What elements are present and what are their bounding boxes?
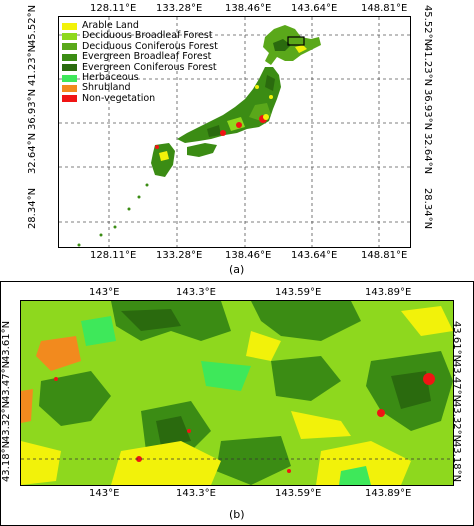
panel-a-right-tick: 36.93°N bbox=[422, 88, 434, 131]
panel-b-top-tick: 143.3°E bbox=[176, 287, 216, 298]
legend-item: Herbaceous bbox=[62, 71, 218, 83]
panel-b-bottom-tick: 143.3°E bbox=[176, 488, 216, 499]
legend: Arable Land Deciduous Broadleaf Forest D… bbox=[62, 20, 218, 104]
legend-label: Shrubland bbox=[82, 82, 131, 94]
legend-item: Shrubland bbox=[62, 82, 218, 94]
panel-b-left-tick: 43.32°N bbox=[1, 400, 13, 443]
shikoku-island bbox=[187, 143, 217, 157]
legend-item: Evergreen Coniferous Forest bbox=[62, 61, 218, 73]
legend-swatch bbox=[62, 53, 77, 61]
panel-a-left-tick: 41.23°N bbox=[27, 44, 39, 87]
legend-label: Deciduous Broadleaf Forest bbox=[82, 30, 213, 42]
panel-a-bottom-tick: 143.64°E bbox=[291, 250, 338, 261]
panel-b-map-frame bbox=[20, 300, 454, 486]
panel-a-right-tick: 32.64°N bbox=[422, 132, 434, 175]
panel-b-top-tick: 143.59°E bbox=[275, 287, 322, 298]
panel-b-left-tick: 43.18°N bbox=[1, 440, 13, 483]
legend-label: Herbaceous bbox=[82, 71, 139, 83]
panel-a-caption: (a) bbox=[229, 263, 245, 276]
panel-a-left-tick: 36.93°N bbox=[27, 88, 39, 131]
legend-swatch bbox=[62, 74, 77, 82]
panel-a-top-tick: 138.46°E bbox=[225, 3, 272, 14]
study-area-box bbox=[287, 36, 305, 46]
panel-b-left-tick: 43.47°N bbox=[1, 360, 13, 403]
legend-label: Non-vegetation bbox=[82, 92, 156, 104]
panel-b-top-tick: 143.89°E bbox=[365, 287, 412, 298]
panel-a-left-tick: 28.34°N bbox=[27, 187, 39, 230]
panel-a-right-tick: 28.34°N bbox=[422, 187, 434, 230]
panel-a-top-tick: 148.81°E bbox=[361, 3, 408, 14]
panel-a-bottom-tick: 148.81°E bbox=[361, 250, 408, 261]
legend-item: Deciduous Broadleaf Forest bbox=[62, 30, 218, 42]
panel-a-top-tick: 128.11°E bbox=[90, 3, 137, 14]
panel-b-caption: (b) bbox=[229, 508, 245, 521]
honshu-island bbox=[177, 67, 281, 143]
legend-swatch bbox=[62, 43, 77, 51]
japan-landcover-map bbox=[59, 17, 410, 247]
legend-label: Evergreen Broadleaf Forest bbox=[82, 51, 212, 63]
legend-swatch bbox=[62, 95, 77, 103]
panel-a-right-tick: 41.23°N bbox=[422, 44, 434, 87]
panel-a-map-frame: Arable Land Deciduous Broadleaf Forest D… bbox=[58, 16, 411, 248]
panel-a-bottom-tick: 138.46°E bbox=[225, 250, 272, 261]
panel-b-bottom-tick: 143.89°E bbox=[365, 488, 412, 499]
panel-b-bottom-tick: 143.59°E bbox=[275, 488, 322, 499]
panel-a-right-tick: 45.52°N bbox=[422, 4, 434, 47]
legend-label: Evergreen Coniferous Forest bbox=[82, 61, 217, 73]
legend-label: Deciduous Coniferous Forest bbox=[82, 40, 218, 52]
hokkaido-detail-landcover-map bbox=[21, 301, 453, 485]
legend-item: Evergreen Broadleaf Forest bbox=[62, 51, 218, 63]
panel-b-bottom-tick: 143°E bbox=[89, 488, 120, 499]
legend-swatch bbox=[62, 85, 77, 93]
panel-a-left-tick: 45.52°N bbox=[27, 4, 39, 47]
legend-swatch bbox=[62, 64, 77, 72]
legend-item: Deciduous Coniferous Forest bbox=[62, 40, 218, 52]
legend-item: Arable Land bbox=[62, 20, 218, 31]
panel-a-top-tick: 133.28°E bbox=[156, 3, 203, 14]
legend-swatch bbox=[62, 33, 77, 41]
panel-a-bottom-tick: 133.28°E bbox=[156, 250, 203, 261]
panel-a-bottom-tick: 128.11°E bbox=[90, 250, 137, 261]
panel-b-top-tick: 143°E bbox=[89, 287, 120, 298]
legend-label: Arable Land bbox=[82, 20, 139, 31]
legend-item: Non-vegetation bbox=[62, 92, 218, 104]
panel-a-left-tick: 32.64°N bbox=[27, 132, 39, 175]
panel-a-top-tick: 143.64°E bbox=[291, 3, 338, 14]
legend-swatch bbox=[62, 22, 77, 30]
panel-b-left-tick: 43.61°N bbox=[1, 320, 13, 363]
